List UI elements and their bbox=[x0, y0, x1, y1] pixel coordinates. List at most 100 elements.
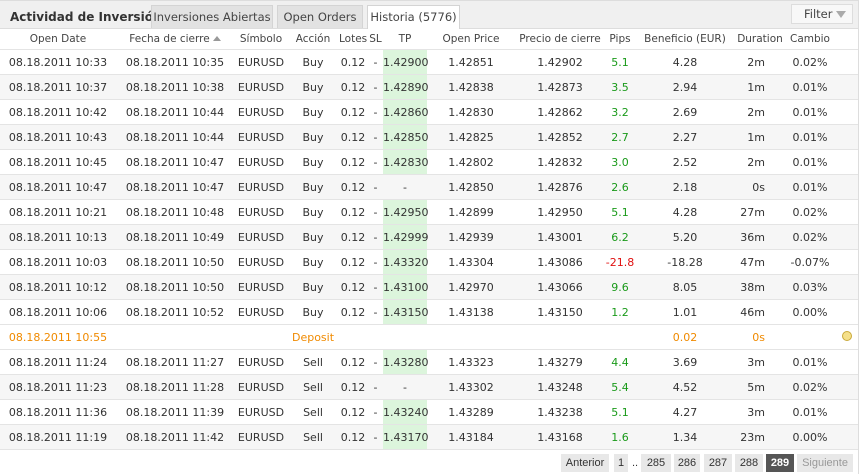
table-row[interactable]: 08.18.2011 10:37 08.18.2011 10:38 EURUSD Bu… bbox=[0, 74, 858, 100]
cell-tp: 1.42890 bbox=[383, 74, 429, 100]
tab-inversiones-abiertas[interactable]: Inversiones Abiertas bbox=[151, 5, 273, 28]
pagination-ellipsis: .. bbox=[632, 457, 639, 469]
page-button-288[interactable]: 288 bbox=[735, 454, 763, 472]
cell-open-price bbox=[427, 324, 515, 350]
cell-lotes: 0.12 bbox=[338, 249, 368, 275]
page-button-287[interactable]: 287 bbox=[704, 454, 732, 472]
cell-lotes: 0.12 bbox=[338, 124, 368, 150]
cell-duration: 2m bbox=[735, 149, 785, 175]
cell-fecha-de-cierre: 08.18.2011 10:48 bbox=[116, 199, 234, 225]
column-header-open-price[interactable]: Open Price bbox=[427, 29, 515, 50]
deposit-row[interactable]: 08.18.2011 10:55 Deposit 0.02 0s bbox=[0, 324, 858, 350]
cell-precio-de-cierre: 1.42950 bbox=[515, 199, 605, 225]
cell-lotes: 0.12 bbox=[338, 199, 368, 225]
cell-cambio: 0.02% bbox=[785, 374, 835, 400]
filter-dropdown[interactable]: Filter bbox=[791, 4, 853, 24]
cell-duration: 2m bbox=[735, 49, 785, 75]
cell-precio-de-cierre: 1.43238 bbox=[515, 399, 605, 425]
cell-beneficio-eur: 1.01 bbox=[635, 299, 735, 325]
cell-sl: - bbox=[368, 374, 383, 400]
cell-actions bbox=[835, 349, 858, 375]
cell-beneficio-eur: 2.94 bbox=[635, 74, 735, 100]
page-button-286[interactable]: 286 bbox=[674, 454, 700, 472]
cell-precio-de-cierre: 1.43248 bbox=[515, 374, 605, 400]
cell-tp bbox=[383, 324, 427, 350]
column-header-duration[interactable]: Duration bbox=[735, 29, 785, 50]
cell-tp: 1.43170 bbox=[383, 424, 429, 450]
cell-acci-n: Buy bbox=[288, 74, 338, 100]
cell-cambio: 0.02% bbox=[785, 199, 835, 225]
cell-beneficio-eur: -18.28 bbox=[635, 249, 735, 275]
column-header-pips[interactable]: Pips bbox=[605, 29, 635, 50]
cell-s-mbolo: EURUSD bbox=[234, 299, 288, 325]
cell-sl: - bbox=[368, 99, 383, 125]
table-row[interactable]: 08.18.2011 10:43 08.18.2011 10:44 EURUSD Bu… bbox=[0, 124, 858, 150]
table-row[interactable]: 08.18.2011 11:19 08.18.2011 11:42 EURUSD Se… bbox=[0, 424, 858, 450]
table-row[interactable]: 08.18.2011 10:13 08.18.2011 10:49 EURUSD Bu… bbox=[0, 224, 858, 250]
column-header-fecha-de-cierre[interactable]: Fecha de cierre bbox=[116, 29, 234, 50]
cell-acci-n: Buy bbox=[288, 224, 338, 250]
table-row[interactable]: 08.18.2011 11:36 08.18.2011 11:39 EURUSD Se… bbox=[0, 399, 858, 425]
cell-pips: 5.1 bbox=[605, 49, 635, 75]
table-row[interactable]: 08.18.2011 10:42 08.18.2011 10:44 EURUSD Bu… bbox=[0, 99, 858, 125]
table-row[interactable]: 08.18.2011 10:33 08.18.2011 10:35 EURUSD Bu… bbox=[0, 49, 858, 75]
page-next-button[interactable]: Siguiente bbox=[797, 454, 853, 472]
cell-open-date: 08.18.2011 10:13 bbox=[0, 224, 116, 250]
cell-lotes: 0.12 bbox=[338, 149, 368, 175]
table-row[interactable]: 08.18.2011 11:23 08.18.2011 11:28 EURUSD Se… bbox=[0, 374, 858, 400]
cell-acci-n: Deposit bbox=[288, 324, 338, 350]
cell-fecha-de-cierre: 08.18.2011 10:44 bbox=[116, 99, 234, 125]
chevron-down-icon bbox=[836, 11, 846, 18]
cell-s-mbolo: EURUSD bbox=[234, 374, 288, 400]
page-prev-button[interactable]: Anterior bbox=[561, 454, 609, 472]
cell-actions bbox=[835, 299, 858, 325]
column-header-lotes[interactable]: Lotes bbox=[338, 29, 368, 50]
page-button-289[interactable]: 289 bbox=[766, 454, 794, 472]
cell-beneficio-eur: 3.69 bbox=[635, 349, 735, 375]
cell-s-mbolo: EURUSD bbox=[234, 149, 288, 175]
cell-open-date: 08.18.2011 10:45 bbox=[0, 149, 116, 175]
cell-duration: 3m bbox=[735, 399, 785, 425]
cell-pips: 3.5 bbox=[605, 74, 635, 100]
cell-lotes: 0.12 bbox=[338, 74, 368, 100]
column-header-open-date[interactable]: Open Date bbox=[0, 29, 116, 50]
cell-acci-n: Sell bbox=[288, 374, 338, 400]
cell-open-price: 1.43304 bbox=[427, 249, 515, 275]
cell-precio-de-cierre: 1.43168 bbox=[515, 424, 605, 450]
cell-actions bbox=[835, 199, 858, 225]
cell-duration: 0s bbox=[735, 324, 785, 350]
table-row[interactable]: 08.18.2011 10:21 08.18.2011 10:48 EURUSD Bu… bbox=[0, 199, 858, 225]
cell-pips: 1.6 bbox=[605, 424, 635, 450]
comment-icon[interactable] bbox=[841, 330, 852, 341]
cell-lotes: 0.12 bbox=[338, 399, 368, 425]
table-row[interactable]: 08.18.2011 11:24 08.18.2011 11:27 EURUSD Se… bbox=[0, 349, 858, 375]
cell-open-date: 08.18.2011 10:55 bbox=[0, 324, 116, 350]
cell-cambio: 0.01% bbox=[785, 124, 835, 150]
column-header-sl[interactable]: SL bbox=[368, 29, 383, 50]
cell-lotes: 0.12 bbox=[338, 299, 368, 325]
column-header-cambio[interactable]: Cambio bbox=[785, 29, 835, 50]
cell-duration: 36m bbox=[735, 224, 785, 250]
table-row[interactable]: 08.18.2011 10:06 08.18.2011 10:52 EURUSD Bu… bbox=[0, 299, 858, 325]
table-row[interactable]: 08.18.2011 10:47 08.18.2011 10:47 EURUSD Bu… bbox=[0, 174, 858, 200]
column-header-s-mbolo[interactable]: Símbolo bbox=[234, 29, 288, 50]
table-row[interactable]: 08.18.2011 10:12 08.18.2011 10:50 EURUSD Bu… bbox=[0, 274, 858, 300]
tab-historia[interactable]: Historia (5776) bbox=[367, 5, 460, 29]
table-row[interactable]: 08.18.2011 10:03 08.18.2011 10:50 EURUSD Bu… bbox=[0, 249, 858, 275]
cell-s-mbolo: EURUSD bbox=[234, 249, 288, 275]
column-header-acci-n[interactable]: Acción bbox=[288, 29, 338, 50]
cell-sl: - bbox=[368, 299, 383, 325]
table-row[interactable]: 08.18.2011 10:45 08.18.2011 10:47 EURUSD Bu… bbox=[0, 149, 858, 175]
column-header-beneficio-eur[interactable]: Beneficio (EUR) bbox=[635, 29, 735, 50]
cell-acci-n: Buy bbox=[288, 124, 338, 150]
cell-precio-de-cierre: 1.42876 bbox=[515, 174, 605, 200]
cell-fecha-de-cierre: 08.18.2011 10:38 bbox=[116, 74, 234, 100]
column-header-tp[interactable]: TP bbox=[383, 29, 427, 50]
tab-open-orders[interactable]: Open Orders bbox=[277, 5, 363, 28]
column-header-label: Fecha de cierre bbox=[129, 33, 210, 45]
page-button-285[interactable]: 285 bbox=[641, 454, 671, 472]
column-header-precio-de-cierre[interactable]: Precio de cierre bbox=[515, 29, 605, 50]
cell-open-date: 08.18.2011 10:06 bbox=[0, 299, 116, 325]
page-button-1[interactable]: 1 bbox=[614, 454, 628, 472]
sort-ascending-icon[interactable] bbox=[212, 36, 221, 41]
